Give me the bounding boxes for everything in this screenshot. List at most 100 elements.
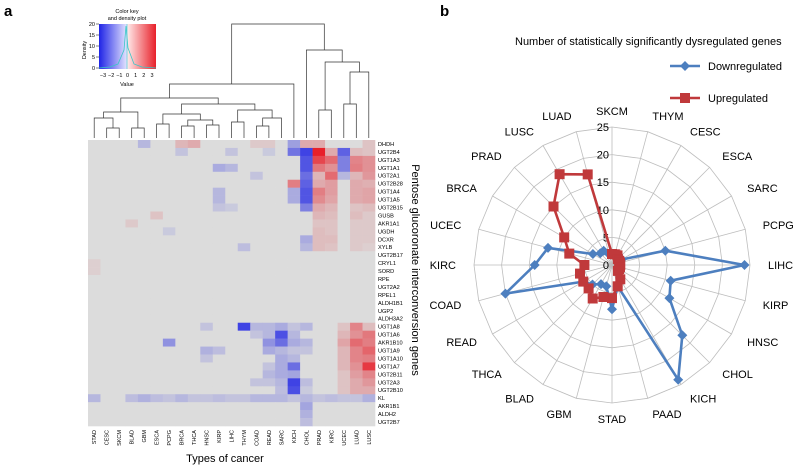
heatmap-cell <box>200 235 214 244</box>
heatmap-cell <box>100 290 114 300</box>
heatmap-cell <box>212 140 226 149</box>
heatmap-cell <box>275 211 288 220</box>
heatmap-cell <box>287 394 301 403</box>
heatmap-cell <box>362 314 376 324</box>
heatmap-cell <box>175 235 189 244</box>
heatmap-cell <box>175 314 189 324</box>
heatmap-cell <box>350 418 363 427</box>
heatmap-cell <box>137 346 151 355</box>
heatmap-cell <box>312 187 326 196</box>
heatmap-cell <box>250 378 263 387</box>
heatmap-cell <box>275 346 288 355</box>
heatmap-cell <box>262 410 276 419</box>
heatmap-cell <box>325 195 338 204</box>
heatmap-cell <box>125 314 139 324</box>
cancer-label: THCA <box>192 430 198 445</box>
heatmap-cell <box>162 394 176 403</box>
heatmap-cell <box>275 147 288 157</box>
heatmap-cell <box>287 219 301 228</box>
heatmap-cell <box>225 386 239 395</box>
heatmap-cell <box>88 418 101 427</box>
heatmap-cell <box>300 283 313 292</box>
heatmap-cell <box>88 402 101 411</box>
heatmap-cell <box>88 338 101 347</box>
heatmap-cell <box>137 203 151 212</box>
heatmap-cell <box>237 402 251 411</box>
heatmap-cell <box>137 283 151 292</box>
heatmap-cell <box>100 203 114 212</box>
heatmap-cell <box>225 298 239 308</box>
heatmap-cell <box>300 290 313 300</box>
heatmap-cell <box>125 259 139 268</box>
heatmap-cell <box>200 179 214 188</box>
heatmap-cell <box>88 163 101 173</box>
heatmap-cell <box>88 243 101 252</box>
heatmap-cell <box>362 306 376 316</box>
radar-point-down <box>665 275 676 286</box>
heatmap-cell <box>225 322 239 331</box>
cancer-label: CHOL <box>304 430 310 445</box>
heatmap-cell <box>337 370 351 379</box>
heatmap-cell <box>237 275 251 284</box>
heatmap-cell <box>150 314 164 324</box>
radar-category-label: HNSC <box>747 337 778 349</box>
heatmap-cell <box>137 267 151 276</box>
heatmap-cell <box>275 338 288 347</box>
heatmap-cell <box>312 171 326 181</box>
gene-label: UGT2B7 <box>378 420 400 426</box>
heatmap-cell <box>225 259 239 268</box>
panel-b-letter: b <box>440 3 449 20</box>
heatmap-cell <box>137 243 151 252</box>
heatmap-cell <box>88 219 101 228</box>
dendrogram-branch <box>349 71 370 138</box>
heatmap-cell <box>162 251 176 260</box>
cancer-label: KICH <box>292 430 298 443</box>
heatmap-cell <box>112 171 126 181</box>
heatmap-cell <box>187 171 201 181</box>
heatmap-cell <box>100 346 114 355</box>
heatmap-cell <box>325 314 338 324</box>
heatmap-cell <box>337 362 351 371</box>
heatmap-cell <box>237 394 251 403</box>
heatmap-cell <box>212 322 226 331</box>
heatmap-cell <box>200 314 214 324</box>
heatmap-cell <box>350 394 363 403</box>
radar-category-label: THCA <box>472 369 503 381</box>
heatmap-cell <box>100 267 114 276</box>
heatmap-cell <box>275 267 288 276</box>
radar-point-down <box>739 260 750 270</box>
heatmap-cell <box>175 418 189 427</box>
heatmap-cell <box>137 195 151 204</box>
cancer-label: KIRP <box>217 430 223 443</box>
heatmap-cell <box>100 298 114 308</box>
heatmap-cell <box>312 338 326 347</box>
heatmap-cell <box>187 251 201 260</box>
heatmap-cell <box>325 354 338 363</box>
radar-category-label: KIRC <box>430 260 456 272</box>
heatmap-cell <box>325 330 338 339</box>
heatmap-cell <box>100 235 114 244</box>
heatmap-cell <box>250 402 263 411</box>
heatmap-cell <box>300 338 313 347</box>
heatmap-cell <box>88 298 101 308</box>
heatmap-cell <box>250 418 263 427</box>
heatmap-cell <box>137 155 151 165</box>
radar-spoke <box>611 131 649 266</box>
heatmap-cell <box>250 251 263 260</box>
heatmap-cell <box>88 410 101 419</box>
radar-spoke <box>542 145 613 266</box>
heatmap-cell <box>200 275 214 284</box>
heatmap-cell <box>275 306 288 316</box>
heatmap-cell <box>100 283 114 292</box>
heatmap-cell <box>112 290 126 300</box>
heatmap-cell <box>187 219 201 228</box>
heatmap-cell <box>250 394 263 403</box>
radar-spoke <box>611 145 682 266</box>
heatmap-cell <box>325 219 338 228</box>
heatmap-cell <box>287 330 301 339</box>
dendrogram-branch <box>206 124 220 138</box>
heatmap-cell <box>150 227 164 236</box>
heatmap-cell <box>275 322 288 331</box>
heatmap-cell <box>88 283 101 292</box>
radar-spoke <box>611 264 710 363</box>
